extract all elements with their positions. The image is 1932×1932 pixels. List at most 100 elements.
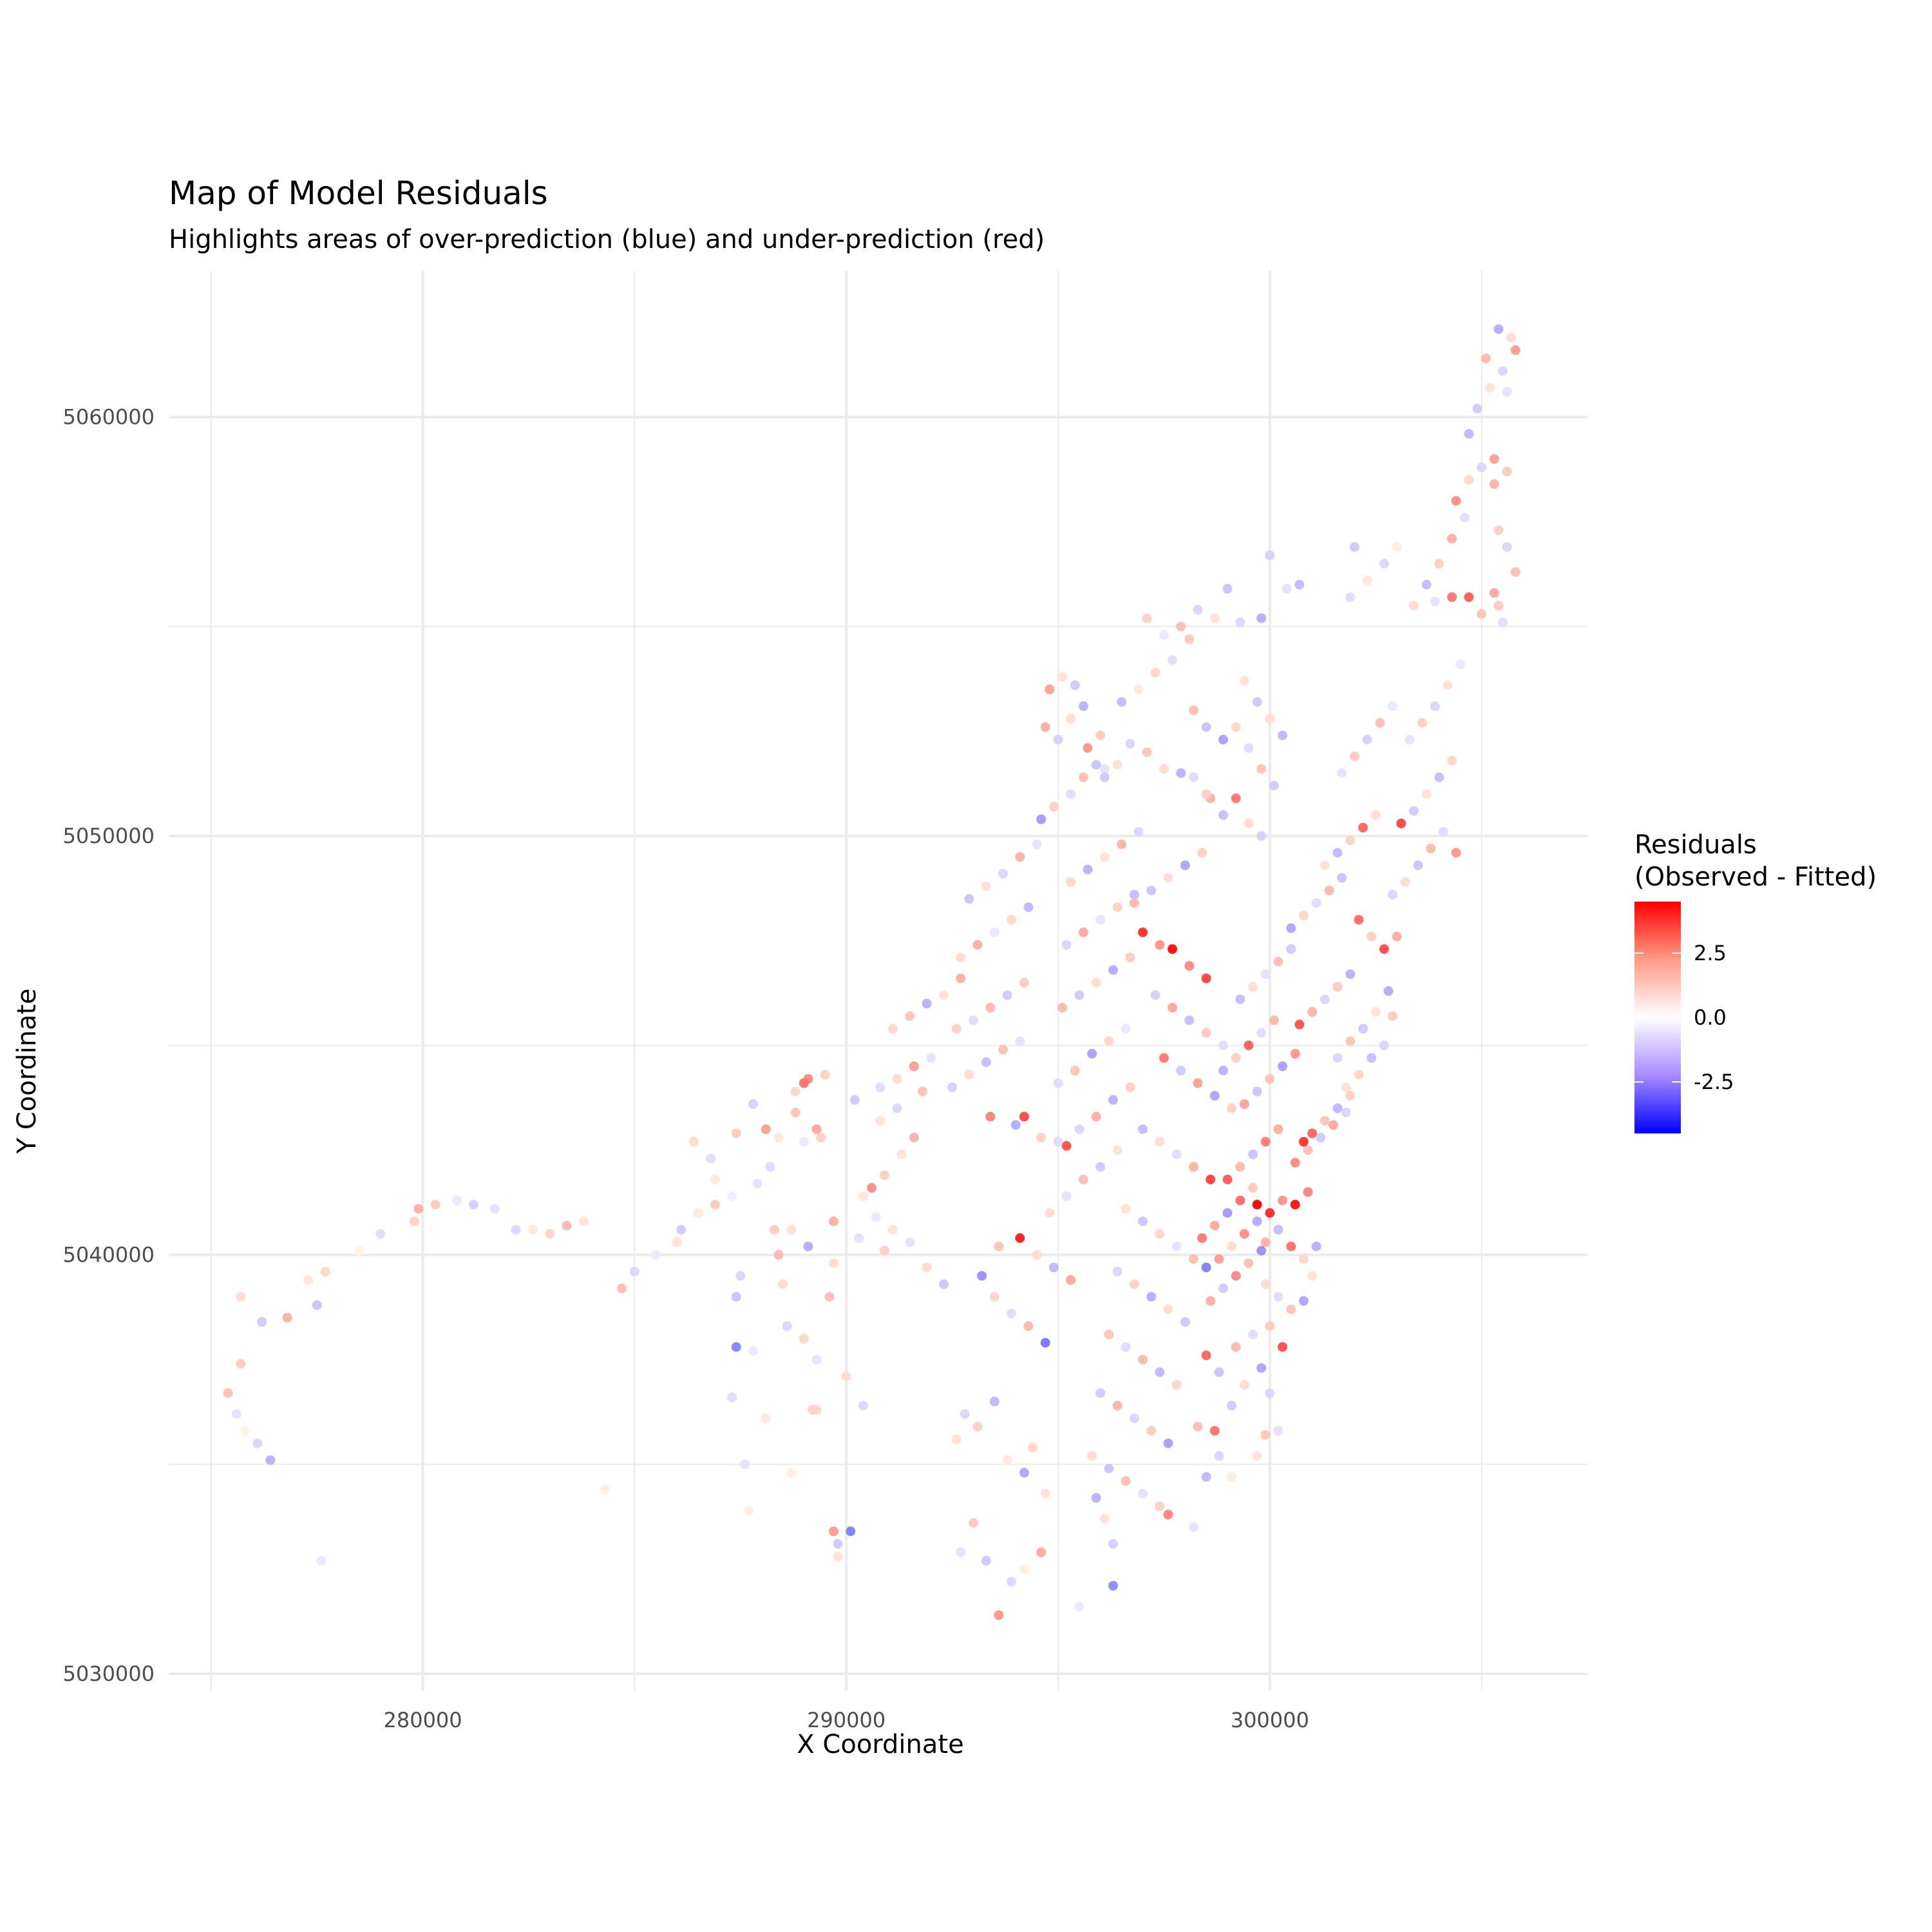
residual-point <box>1032 839 1042 849</box>
residual-point <box>748 1346 758 1356</box>
residual-point <box>1010 1120 1021 1130</box>
residual-point <box>833 1551 843 1562</box>
residual-point <box>1337 873 1347 883</box>
residual-point <box>1117 697 1127 707</box>
residual-point <box>1061 1141 1072 1151</box>
residual-point <box>1358 822 1368 833</box>
residual-point <box>1150 667 1160 677</box>
residual-point <box>892 1103 902 1113</box>
y-axis-title: Y Coordinate <box>12 989 42 1154</box>
residual-point <box>909 1061 919 1072</box>
residual-point <box>1231 722 1241 732</box>
residual-point <box>1176 768 1186 778</box>
residual-point <box>905 1237 915 1247</box>
residual-point <box>1260 969 1271 980</box>
residual-point <box>1239 1379 1249 1390</box>
residual-point <box>1320 860 1330 871</box>
residual-point <box>1252 1217 1262 1226</box>
residual-point <box>1201 722 1211 732</box>
residual-point <box>1099 852 1110 862</box>
residual-point <box>1138 1124 1148 1134</box>
residual-point <box>1188 1162 1198 1172</box>
residual-point <box>761 1124 771 1134</box>
residual-point <box>1493 525 1504 535</box>
residual-point <box>1278 1195 1287 1206</box>
residual-point <box>1290 1048 1300 1059</box>
residual-point <box>1388 889 1397 900</box>
residual-point <box>1265 1074 1275 1084</box>
residual-point <box>1294 580 1305 590</box>
residual-point <box>1095 1162 1106 1172</box>
residual-point <box>528 1225 538 1235</box>
residual-point <box>735 1271 746 1281</box>
residual-point <box>799 1137 809 1147</box>
residual-point <box>1048 1262 1059 1273</box>
residual-point <box>1324 886 1334 896</box>
x-tick-label: 300000 <box>1231 1708 1309 1732</box>
residual-point <box>1040 722 1050 732</box>
residual-point <box>1180 860 1190 871</box>
residual-point <box>1459 513 1470 523</box>
residual-point <box>1417 718 1427 728</box>
residual-point <box>956 973 966 983</box>
residual-point <box>257 1317 267 1327</box>
residual-point <box>1273 956 1283 967</box>
residual-point <box>1150 990 1160 1000</box>
residual-point <box>1349 752 1359 761</box>
residual-point <box>1278 730 1287 741</box>
residual-point <box>1201 1472 1211 1482</box>
residual-point <box>375 1229 386 1239</box>
residual-point <box>1193 1421 1203 1432</box>
residual-point <box>1133 684 1144 694</box>
residual-point <box>964 894 974 904</box>
residual-point <box>1472 404 1482 414</box>
residual-point <box>354 1245 365 1256</box>
residual-point <box>1510 567 1520 577</box>
residual-point <box>1061 940 1072 950</box>
residual-point <box>1155 1229 1165 1239</box>
residual-point <box>1184 1015 1195 1025</box>
residual-point <box>956 1547 966 1557</box>
residual-point <box>545 1229 555 1239</box>
residual-point <box>1002 1455 1012 1465</box>
y-tick-label: 5040000 <box>62 1243 155 1267</box>
residual-point <box>1188 1254 1198 1264</box>
residual-point <box>1222 1208 1233 1218</box>
color-legend: Residuals (Observed - Fitted) 2.5 0.0 -2.5 <box>1634 830 1877 1133</box>
residual-point <box>1493 600 1504 611</box>
residual-point <box>1007 914 1017 925</box>
residual-point <box>1489 454 1499 464</box>
residual-point <box>1307 1271 1318 1281</box>
residual-point <box>303 1275 314 1285</box>
residual-point <box>1307 1128 1318 1139</box>
residual-point <box>1370 810 1381 820</box>
residual-point <box>1070 1065 1080 1075</box>
residual-point <box>1332 848 1343 858</box>
residual-point <box>1434 772 1444 782</box>
residual-point <box>1209 613 1220 623</box>
residual-point <box>1112 1401 1122 1411</box>
residual-point <box>1155 940 1165 950</box>
residual-point <box>1235 994 1245 1005</box>
residual-point <box>1214 1451 1224 1461</box>
residual-point <box>1188 1522 1198 1532</box>
residual-point <box>1235 1162 1245 1172</box>
residual-point <box>1168 655 1177 665</box>
residual-point <box>1286 1242 1296 1251</box>
residual-point <box>672 1237 682 1247</box>
residual-point <box>1142 613 1152 623</box>
residual-point <box>1430 596 1440 607</box>
residual-point <box>1155 1367 1165 1378</box>
residual-point <box>1489 588 1499 598</box>
tick-labels: 280000 290000 300000 5030000 5040000 5050000 5… <box>62 405 1309 1732</box>
residual-point <box>879 1170 889 1180</box>
residual-point <box>1239 676 1249 686</box>
residual-point <box>1112 1145 1122 1155</box>
residual-point <box>320 1267 330 1277</box>
residual-point <box>1337 768 1347 778</box>
points-layer <box>223 324 1520 1620</box>
residual-point <box>1125 952 1135 963</box>
residual-point <box>1370 1007 1381 1017</box>
residual-point <box>1155 1137 1165 1147</box>
